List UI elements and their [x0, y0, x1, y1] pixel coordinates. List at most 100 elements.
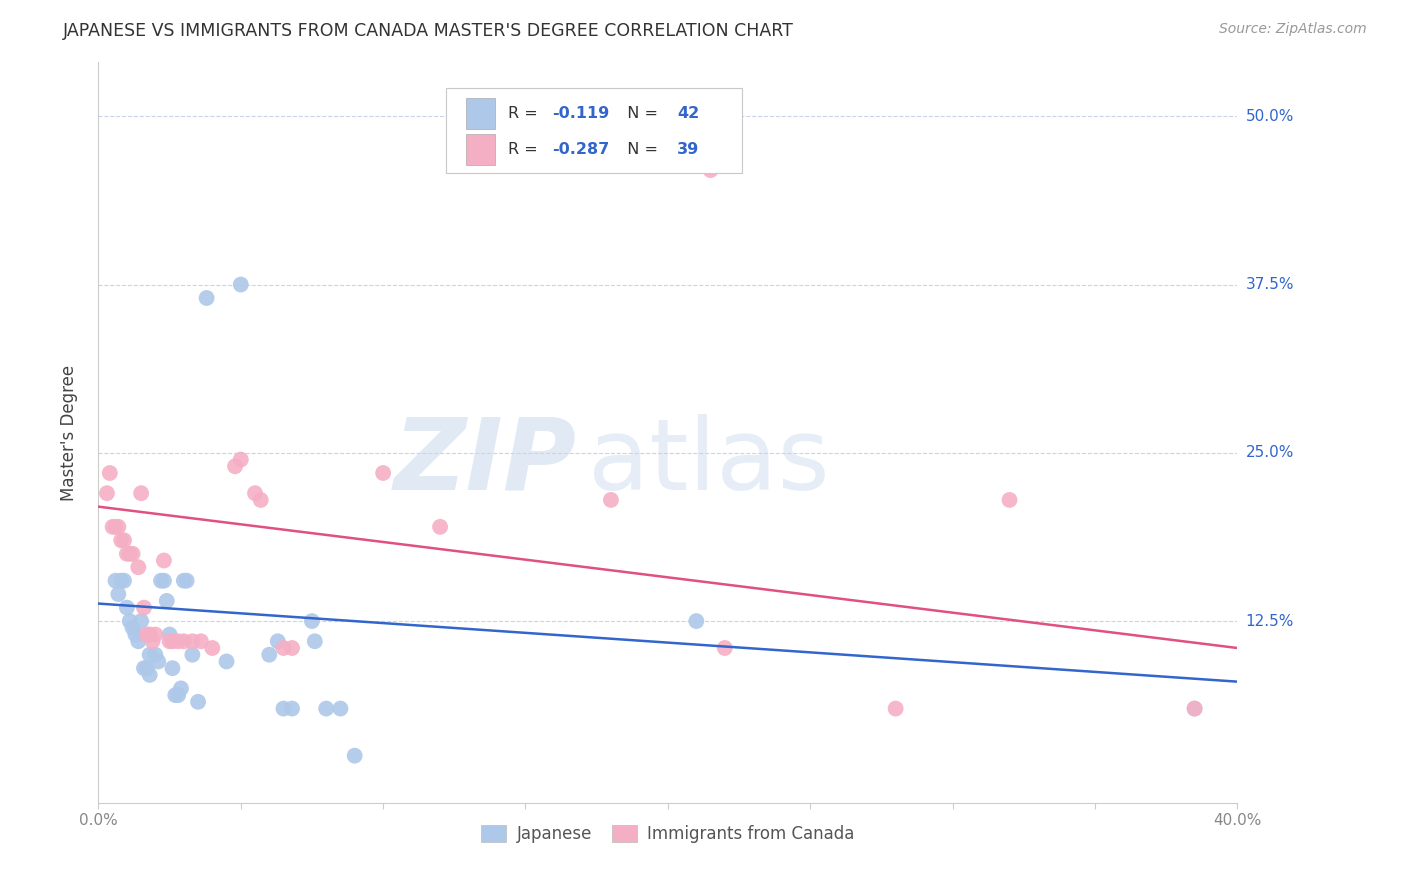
Point — [315, 701, 337, 715]
Point — [1184, 701, 1206, 715]
Point — [138, 648, 160, 662]
Point — [273, 640, 295, 655]
Point — [107, 520, 129, 534]
Point — [135, 627, 157, 641]
Point — [159, 634, 181, 648]
Text: 39: 39 — [676, 142, 699, 157]
Text: N =: N = — [617, 106, 662, 121]
Point — [145, 627, 167, 641]
Point — [101, 520, 124, 534]
Point — [600, 492, 623, 507]
Point — [429, 520, 451, 534]
Point — [187, 695, 209, 709]
Point — [176, 574, 198, 588]
Text: -0.287: -0.287 — [551, 142, 609, 157]
Point — [104, 574, 127, 588]
Point — [104, 520, 127, 534]
Point — [115, 547, 138, 561]
Point — [148, 655, 170, 669]
Point — [118, 547, 141, 561]
Point — [112, 574, 135, 588]
Point — [150, 574, 173, 588]
Point — [127, 634, 149, 648]
Point — [110, 533, 132, 548]
Point — [112, 533, 135, 548]
Point — [304, 634, 326, 648]
Point — [699, 163, 721, 178]
Point — [173, 634, 195, 648]
Point — [224, 459, 246, 474]
Point — [229, 452, 252, 467]
Point — [215, 655, 238, 669]
Point — [1184, 701, 1206, 715]
Point — [167, 634, 190, 648]
Point — [329, 701, 352, 715]
Point — [129, 486, 152, 500]
Point — [129, 614, 152, 628]
Point — [145, 648, 167, 662]
Y-axis label: Master's Degree: Master's Degree — [59, 365, 77, 500]
Text: atlas: atlas — [588, 414, 830, 511]
Point — [124, 627, 146, 641]
Point — [281, 640, 304, 655]
Point — [281, 701, 304, 715]
Point — [127, 560, 149, 574]
Point — [135, 661, 157, 675]
Legend: Japanese, Immigrants from Canada: Japanese, Immigrants from Canada — [475, 819, 860, 850]
Point — [162, 661, 184, 675]
Point — [115, 600, 138, 615]
Point — [343, 748, 366, 763]
Point — [373, 466, 395, 480]
Text: 12.5%: 12.5% — [1246, 614, 1294, 629]
Text: 42: 42 — [676, 106, 699, 121]
Point — [181, 634, 204, 648]
Text: Source: ZipAtlas.com: Source: ZipAtlas.com — [1219, 22, 1367, 37]
Point — [243, 486, 266, 500]
Point — [165, 688, 187, 702]
Point — [138, 627, 160, 641]
Point — [998, 492, 1021, 507]
Text: R =: R = — [509, 142, 543, 157]
Point — [107, 587, 129, 601]
Text: R =: R = — [509, 106, 543, 121]
Text: N =: N = — [617, 142, 662, 157]
Point — [273, 701, 295, 715]
Point — [201, 640, 224, 655]
Point — [153, 553, 176, 567]
FancyBboxPatch shape — [467, 98, 495, 129]
Point — [159, 627, 181, 641]
Point — [138, 668, 160, 682]
Point — [167, 688, 190, 702]
Point — [229, 277, 252, 292]
Point — [121, 547, 143, 561]
Point — [195, 291, 218, 305]
Text: 25.0%: 25.0% — [1246, 445, 1294, 460]
Text: ZIP: ZIP — [394, 414, 576, 511]
Point — [121, 621, 143, 635]
Point — [259, 648, 281, 662]
Point — [110, 574, 132, 588]
Point — [714, 640, 737, 655]
Point — [132, 661, 155, 675]
Text: -0.119: -0.119 — [551, 106, 609, 121]
FancyBboxPatch shape — [467, 134, 495, 165]
Point — [884, 701, 907, 715]
Point — [156, 594, 179, 608]
Point — [181, 648, 204, 662]
Point — [170, 681, 193, 696]
Point — [141, 634, 163, 648]
Text: 50.0%: 50.0% — [1246, 109, 1294, 124]
Point — [301, 614, 323, 628]
Point — [162, 634, 184, 648]
Point — [173, 574, 195, 588]
Point — [267, 634, 290, 648]
FancyBboxPatch shape — [446, 88, 742, 173]
Text: JAPANESE VS IMMIGRANTS FROM CANADA MASTER'S DEGREE CORRELATION CHART: JAPANESE VS IMMIGRANTS FROM CANADA MASTE… — [63, 22, 794, 40]
Point — [96, 486, 118, 500]
Point — [118, 614, 141, 628]
Point — [132, 600, 155, 615]
Point — [98, 466, 121, 480]
Point — [190, 634, 212, 648]
Text: 37.5%: 37.5% — [1246, 277, 1294, 292]
Point — [249, 492, 271, 507]
